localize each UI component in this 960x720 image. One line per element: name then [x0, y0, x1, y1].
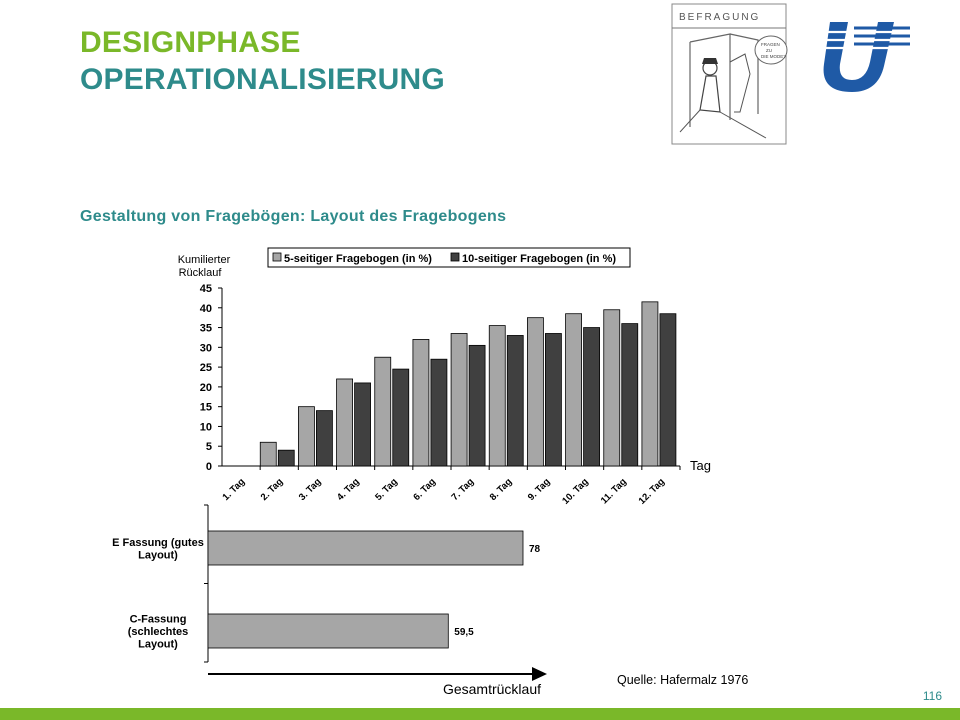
svg-text:FRAGEN: FRAGEN	[761, 42, 780, 47]
page-subtitle: Gestaltung von Fragebögen: Layout des Fr…	[80, 208, 507, 225]
y-tick-label: 45	[200, 283, 212, 295]
cartoon-interview-drawing: BEFRAGUNG FRAGEN ZU DIE MODE?	[671, 3, 788, 145]
bar-5-seitig	[488, 325, 506, 467]
category-label: (schlechtes	[128, 626, 189, 638]
legend-label: 5-seitiger Fragebogen (in %)	[284, 253, 432, 265]
x-tick-label: 9. Tag	[526, 476, 553, 503]
bar-5-seitig	[450, 333, 468, 467]
x-tick-label: 12. Tag	[637, 476, 668, 507]
x-tick-label: 4. Tag	[335, 476, 362, 503]
y-tick-label: 20	[200, 382, 212, 394]
category-label: E Fassung (gutes	[112, 537, 204, 549]
bar-value-label: 59,5	[454, 627, 474, 638]
total-bar	[207, 530, 524, 566]
bar-10-seitig	[468, 344, 486, 467]
bar-10-seitig	[583, 327, 600, 467]
legend-swatch	[272, 252, 282, 262]
page-number: 116	[922, 689, 942, 703]
bar-10-seitig	[316, 410, 333, 467]
bar-5-seitig	[527, 317, 544, 467]
category-label: Layout)	[138, 639, 178, 651]
y-tick-label: 35	[200, 323, 212, 335]
y-axis-label-line1: Kumilierter	[178, 254, 231, 266]
y-tick-label: 15	[200, 402, 212, 414]
y-tick-label: 0	[206, 461, 212, 473]
bar-10-seitig	[621, 323, 639, 467]
bar-10-seitig	[392, 368, 410, 467]
footer-bar	[0, 708, 960, 720]
y-tick-label: 30	[200, 342, 212, 354]
svg-text:DIE MODE?: DIE MODE?	[761, 54, 786, 59]
cartoon-caption: BEFRAGUNG	[679, 12, 760, 23]
legend-swatch	[450, 252, 460, 262]
y-tick-label: 5	[206, 441, 212, 453]
bar-5-seitig	[603, 309, 621, 467]
legend-label: 10-seitiger Fragebogen (in %)	[462, 253, 616, 265]
category-label: C-Fassung	[130, 614, 187, 626]
bar-10-seitig	[277, 449, 295, 467]
page-title-line1: DESIGNPHASE	[80, 26, 301, 59]
total-return-bar-chart: 78E Fassung (gutesLayout)59,5C-Fassung(s…	[112, 504, 547, 697]
page-title-line2: OPERATIONALISIERUNG	[80, 63, 445, 96]
svg-text:ZU: ZU	[766, 48, 772, 53]
x-tick-label: 7. Tag	[450, 476, 477, 503]
bar-10-seitig	[506, 335, 524, 467]
x-tick-label: 11. Tag	[599, 476, 629, 506]
y-axis-label-line2: Rücklauf	[179, 267, 223, 279]
bar-5-seitig	[565, 313, 582, 467]
bar-10-seitig	[430, 358, 448, 467]
bar-5-seitig	[374, 356, 392, 467]
x-tick-label: 8. Tag	[488, 476, 515, 503]
bar-10-seitig	[545, 333, 562, 467]
x-axis-label: Tag	[690, 458, 711, 473]
bar-5-seitig	[641, 301, 659, 467]
x-tick-label: 5. Tag	[373, 476, 400, 503]
category-label: Layout)	[138, 549, 178, 561]
y-tick-label: 10	[200, 421, 212, 433]
bar-10-seitig	[659, 313, 677, 467]
x-tick-label: 1. Tag	[221, 476, 248, 503]
x-axis-label: Gesamtrücklauf	[443, 681, 541, 697]
x-tick-label: 10. Tag	[560, 476, 591, 507]
bar-5-seitig	[259, 441, 277, 467]
bar-value-label: 78	[529, 544, 541, 555]
y-tick-label: 25	[200, 362, 212, 374]
y-tick-label: 40	[200, 303, 212, 315]
legend-box	[267, 247, 631, 268]
total-bar	[207, 613, 449, 649]
source-note: Quelle: Hafermalz 1976	[617, 673, 749, 687]
university-logo-icon	[822, 22, 910, 92]
bar-5-seitig	[336, 378, 353, 467]
arrow-head-icon	[532, 667, 547, 681]
bar-5-seitig	[298, 406, 315, 467]
x-tick-label: 6. Tag	[411, 476, 438, 503]
x-tick-label: 2. Tag	[259, 476, 286, 503]
bar-5-seitig	[412, 339, 430, 467]
bar-10-seitig	[354, 382, 371, 467]
x-tick-label: 3. Tag	[297, 476, 324, 503]
